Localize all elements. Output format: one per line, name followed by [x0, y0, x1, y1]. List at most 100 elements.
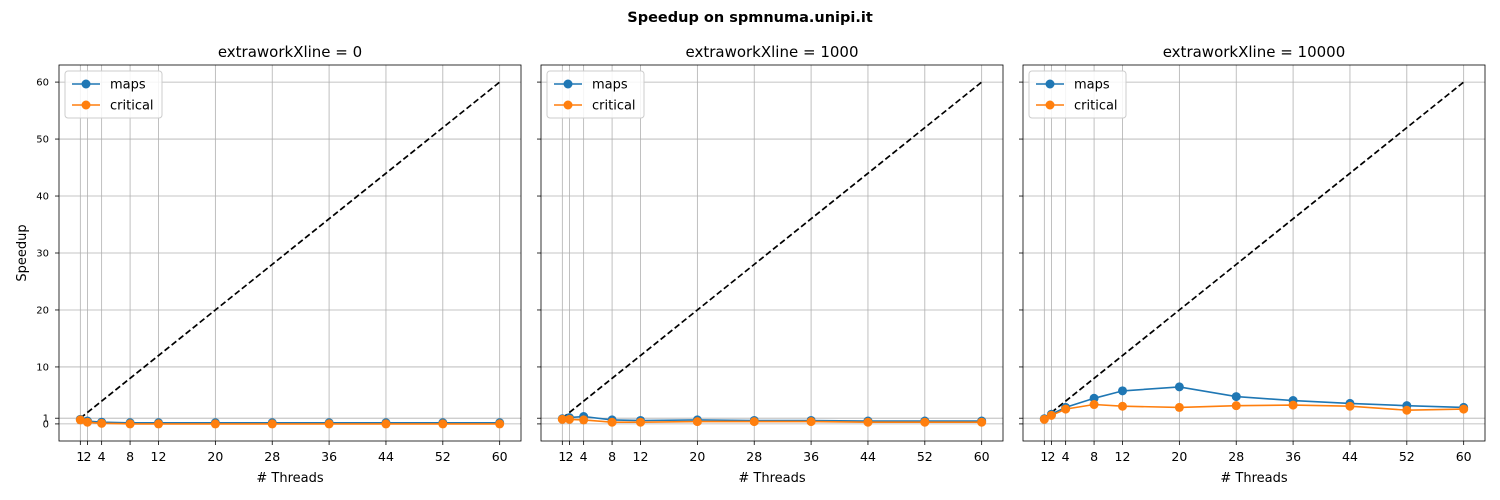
data-point-critical: [806, 417, 816, 427]
legend-marker-critical: [563, 100, 573, 110]
data-point-maps: [1089, 393, 1099, 403]
legend-label-maps: maps: [592, 78, 628, 93]
legend-marker-critical: [81, 100, 91, 110]
chart-panels: 1 2 4 8 12 20 28 36 44 52 6001102030405060extrawor…: [15, 43, 1486, 486]
legend-marker-critical: [1045, 100, 1055, 110]
legend-marker-maps: [563, 79, 573, 89]
data-point-critical: [154, 419, 164, 429]
data-point-maps: [1231, 392, 1241, 402]
data-point-critical: [210, 419, 220, 429]
x-tick-label: 36: [1285, 449, 1301, 464]
legend: maps critical: [64, 70, 163, 119]
legend-label-critical: critical: [110, 99, 154, 114]
legend-label-critical: critical: [1074, 99, 1118, 114]
data-point-critical: [324, 419, 334, 429]
x-tick-label: 20: [1171, 449, 1187, 464]
x-tick-label: 36: [321, 449, 337, 464]
legend-label-maps: maps: [110, 78, 146, 93]
figure-title: Speedup on spmnuma.unipi.it: [627, 10, 873, 26]
x-tick-label: 8: [608, 449, 616, 464]
data-point-critical: [1039, 414, 1049, 424]
x-tick-label: 52: [917, 449, 933, 464]
data-point-critical: [125, 419, 135, 429]
x-tick-label: 20: [207, 449, 223, 464]
data-point-critical: [1459, 404, 1469, 414]
x-tick-label: 60: [974, 449, 990, 464]
data-point-critical: [977, 417, 987, 427]
panel-title: extraworkXline = 10000: [1163, 43, 1346, 61]
data-point-critical: [97, 418, 107, 428]
data-point-critical: [863, 417, 873, 427]
y-tick-label: 0: [43, 419, 49, 430]
panel-title: extraworkXline = 1000: [685, 43, 858, 61]
x-tick-label: 2: [83, 449, 91, 464]
x-axis-label: # Threads: [738, 471, 805, 486]
y-axis-label: Speedup: [15, 224, 30, 281]
legend-marker-maps: [1045, 79, 1055, 89]
x-tick-label: 2: [1047, 449, 1055, 464]
y-tick-label: 40: [36, 192, 49, 203]
y-tick-label: 60: [36, 78, 49, 89]
data-point-critical: [749, 417, 759, 427]
y-tick-label: 20: [36, 305, 49, 316]
x-tick-label: 44: [860, 449, 876, 464]
x-axis-label: # Threads: [1220, 471, 1287, 486]
x-tick-label: 1: [558, 449, 566, 464]
x-tick-label: 8: [126, 449, 134, 464]
data-point-critical: [1174, 402, 1184, 412]
data-point-critical: [1288, 400, 1298, 410]
x-tick-label: 8: [1090, 449, 1098, 464]
x-tick-label: 44: [378, 449, 394, 464]
data-point-critical: [564, 414, 574, 424]
x-tick-label: 20: [689, 449, 705, 464]
data-point-maps: [1174, 382, 1184, 392]
x-tick-label: 28: [746, 449, 762, 464]
legend-marker-maps: [81, 79, 91, 89]
data-point-critical: [381, 419, 391, 429]
data-point-critical: [557, 414, 567, 424]
x-tick-label: 2: [565, 449, 573, 464]
data-point-critical: [920, 417, 930, 427]
data-point-critical: [1118, 401, 1128, 411]
x-tick-label: 1: [76, 449, 84, 464]
data-point-maps: [1118, 386, 1128, 396]
data-point-critical: [1402, 405, 1412, 415]
legend-label-maps: maps: [1074, 78, 1110, 93]
x-tick-label: 4: [1062, 449, 1070, 464]
y-tick-label: 1: [43, 414, 49, 425]
x-tick-label: 1: [1040, 449, 1048, 464]
data-point-critical: [1345, 401, 1355, 411]
data-point-critical: [267, 419, 277, 429]
data-point-critical: [82, 417, 92, 427]
x-tick-label: 4: [98, 449, 106, 464]
x-tick-label: 44: [1342, 449, 1358, 464]
legend-label-critical: critical: [592, 99, 636, 114]
axes-frame: [58, 64, 522, 442]
x-tick-label: 52: [1399, 449, 1415, 464]
x-tick-label: 12: [1115, 449, 1131, 464]
x-tick-label: 12: [633, 449, 649, 464]
data-point-critical: [75, 415, 85, 425]
legend: maps critical: [1028, 70, 1127, 119]
chart-panel-1: 1 2 4 8 12 20 28 36 44 52 6001102030405060extrawor…: [15, 43, 522, 486]
x-tick-label: 28: [264, 449, 280, 464]
axes-frame: [540, 64, 1004, 442]
y-tick-label: 10: [36, 362, 49, 373]
axes-frame: [1022, 64, 1486, 442]
y-tick-label: 30: [36, 249, 49, 260]
data-point-critical: [438, 419, 448, 429]
data-point-critical: [1061, 404, 1071, 414]
data-point-critical: [1046, 410, 1056, 420]
x-tick-label: 12: [151, 449, 167, 464]
data-point-critical: [1231, 401, 1241, 411]
data-point-critical: [692, 417, 702, 427]
y-tick-label: 50: [36, 135, 49, 146]
data-point-critical: [1089, 400, 1099, 410]
x-tick-label: 4: [580, 449, 588, 464]
data-point-critical: [495, 419, 505, 429]
x-tick-label: 60: [1456, 449, 1472, 464]
data-point-critical: [607, 417, 617, 427]
data-point-critical: [579, 415, 589, 425]
